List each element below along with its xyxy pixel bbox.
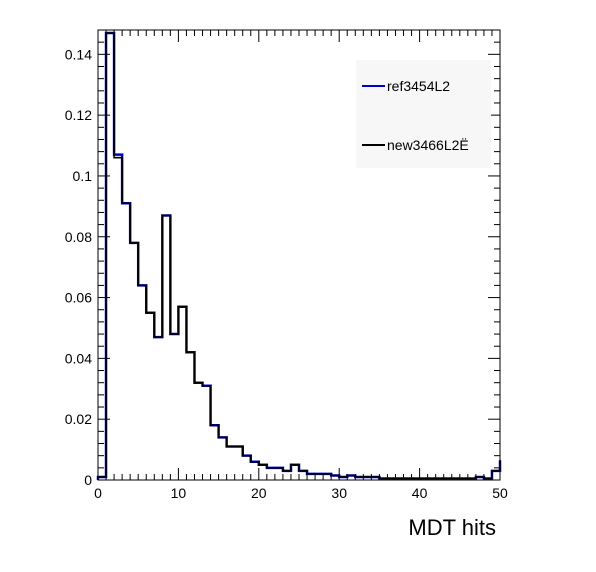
x-tick-label: 50 (492, 485, 508, 501)
legend: ref3454L2 new3466L2Ë (356, 60, 491, 168)
y-tick-label: 0.02 (65, 411, 92, 427)
x-tick-label: 30 (331, 485, 347, 501)
x-tick-label: 10 (171, 485, 187, 501)
series-line-new (97, 32, 501, 480)
x-axis-tick-labels: 0 10 20 30 40 50 (94, 485, 508, 501)
legend-label-new: new3466L2Ë (387, 137, 469, 153)
y-tick-label: 0.1 (73, 168, 93, 184)
y-tick-label: 0.04 (65, 350, 92, 366)
y-tick-label: 0.08 (65, 229, 92, 245)
x-tick-label: 0 (94, 485, 102, 501)
x-axis-title: MDT hits (408, 515, 496, 540)
legend-box (356, 60, 491, 168)
legend-label-ref: ref3454L2 (387, 78, 450, 94)
y-axis-ticks (98, 29, 500, 481)
x-tick-label: 40 (412, 485, 428, 501)
x-tick-label: 20 (251, 485, 267, 501)
y-tick-label: 0.14 (65, 46, 92, 62)
y-tick-label: 0 (84, 472, 92, 488)
y-tick-label: 0.06 (65, 290, 92, 306)
y-axis-tick-labels: 0 0.02 0.04 0.06 0.08 0.1 0.12 0.14 (65, 46, 92, 488)
series-layer (96, 31, 502, 480)
y-tick-label: 0.12 (65, 107, 92, 123)
